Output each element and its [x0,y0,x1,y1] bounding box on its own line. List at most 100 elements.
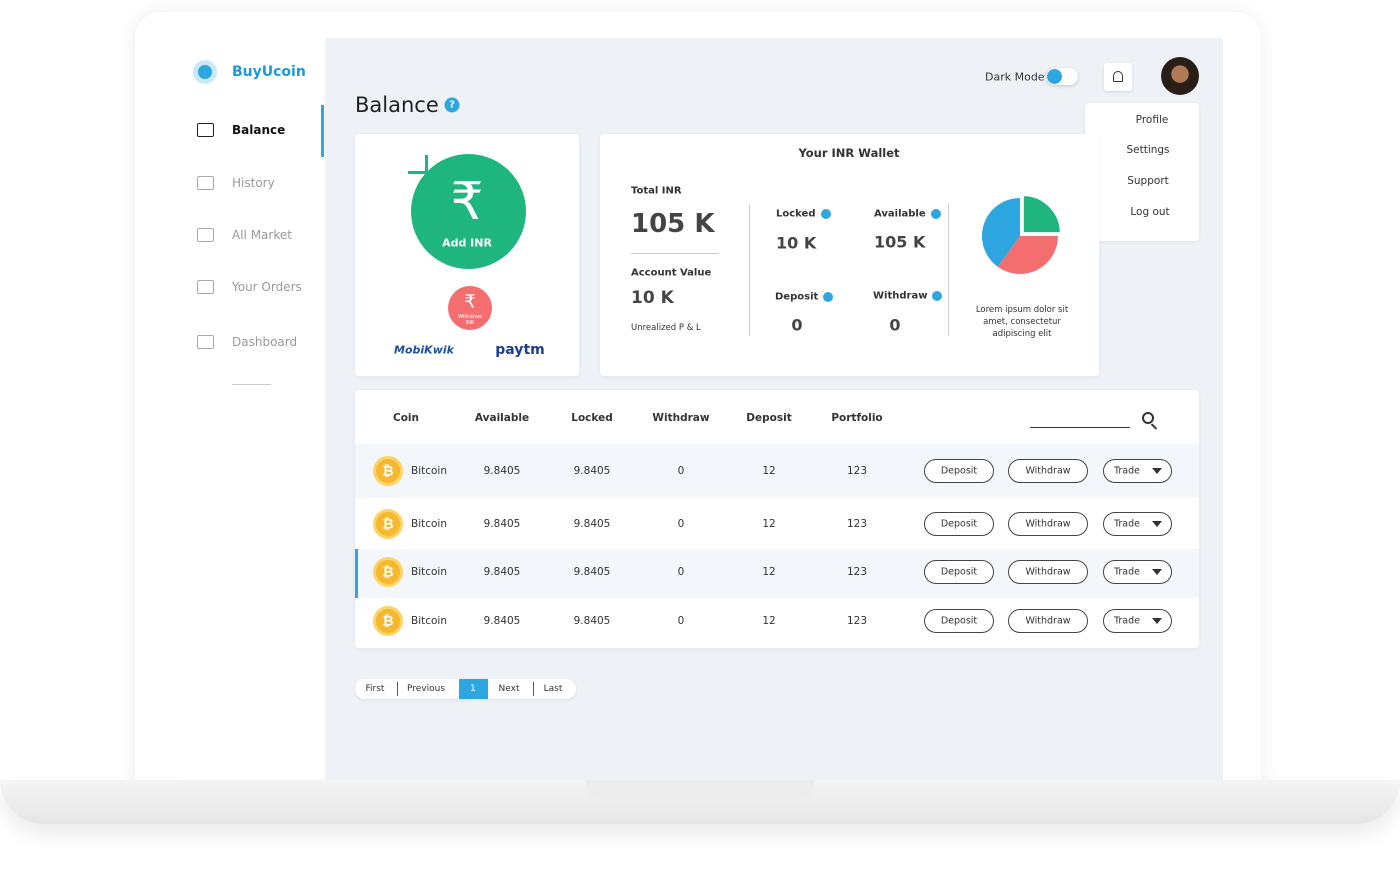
logo-icon [193,60,217,84]
coin-name: Bitcoin [411,566,448,578]
menu-item[interactable]: Profile [1135,114,1169,126]
column-header: Available [474,412,530,424]
dark-mode-label: Dark Mode [985,70,1045,84]
search-icon[interactable] [1142,412,1154,424]
coin-icon [373,606,403,636]
page-title: Balance [355,93,439,117]
cell: 0 [677,566,685,578]
action-button[interactable] [1008,609,1088,633]
info-icon [823,292,833,302]
cell: 12 [762,615,776,627]
dropdown-caret [1152,618,1162,624]
cell: 123 [846,566,868,578]
nav-item[interactable]: All Market [232,228,292,242]
laptop-notch [586,780,814,798]
action-label: Withdraw [1025,566,1071,578]
nav-icon [197,280,214,294]
info-icon [931,209,941,219]
nav-item[interactable]: Your Orders [232,280,302,294]
nav-icon [197,228,214,242]
menu-card [1085,103,1199,241]
locked-label: Locked [776,208,816,220]
coin-symbol: ₿ [382,564,394,581]
nav-item[interactable]: History [232,176,275,190]
cell: 9.8405 [483,518,521,530]
column-header: Deposit [746,412,792,424]
total-inr-value: 105 K [631,209,715,239]
action-button[interactable] [1008,459,1088,483]
deposit-value: 0 [791,315,803,335]
available-value: 105 K [874,232,926,252]
nav-item[interactable]: Dashboard [232,335,298,349]
page-link[interactable]: First [365,684,385,694]
divider [232,384,271,385]
sidebar [180,38,324,780]
action-label: Trade [1113,566,1141,578]
cell: 12 [762,518,776,530]
info-icon [932,291,942,301]
nav-icon [197,335,214,349]
sep [631,253,719,254]
cell: 9.8405 [483,465,521,477]
nav-icon [197,176,214,190]
coin-icon [373,456,403,486]
nav-icon [197,123,214,137]
avatar[interactable] [1161,57,1199,95]
action-button[interactable] [1008,560,1088,584]
withdraw-inr-label: Withdraw INR [458,314,482,326]
coin-symbol: ₿ [382,613,394,630]
add-inr-label: Add INR [442,236,492,250]
coin-icon [373,509,403,539]
action-label: Trade [1113,465,1141,477]
action-button[interactable] [924,560,994,584]
paytm-logo[interactable]: paytm [495,342,545,358]
page-active[interactable] [459,679,488,699]
unrealized-label: Unrealized P & L [631,323,701,333]
dropdown-caret [1152,468,1162,474]
rupee-symbol: ₹ [450,172,484,232]
cell: 0 [677,518,685,530]
mobikwik-logo[interactable]: MobiKwik [394,343,454,357]
action-label: Deposit [940,518,978,530]
column-header: Portfolio [831,412,883,424]
total-inr-label: Total INR [631,185,682,197]
coin-icon [373,557,403,587]
page-link[interactable]: Previous [406,684,446,694]
action-button[interactable] [1008,512,1088,536]
coin-symbol: ₿ [382,516,394,533]
page-link[interactable]: Last [543,684,563,694]
action-label: Trade [1113,615,1141,627]
action-label: Deposit [940,465,978,477]
withdraw-inr-button[interactable] [448,286,492,330]
locked-value: 10 K [776,233,817,253]
cell: 0 [677,465,685,477]
withdraw-label: Withdraw [873,290,928,302]
cell: 123 [846,615,868,627]
page-sep [533,682,534,696]
nav-item[interactable]: Balance [232,123,286,137]
page-link[interactable]: 1 [470,684,476,694]
coin-symbol: ₿ [382,463,394,480]
cell: 9.8405 [573,566,611,578]
brand: BuyUcoin [232,64,306,80]
menu-item[interactable]: Support [1127,175,1169,187]
action-button[interactable] [924,609,994,633]
coin-name: Bitcoin [411,615,448,627]
vsep [948,204,949,336]
cell: 12 [762,465,776,477]
action-button[interactable] [924,512,994,536]
toggle-knob [1047,69,1062,84]
column-header: Withdraw [652,412,710,424]
action-button[interactable] [924,459,994,483]
action-label: Trade [1113,518,1141,530]
cell: 9.8405 [483,566,521,578]
cell: 123 [846,465,868,477]
cell: 9.8405 [573,615,611,627]
page-link[interactable]: Next [498,684,520,694]
coin-name: Bitcoin [411,518,448,530]
action-label: Deposit [940,566,978,578]
menu-item[interactable]: Log out [1130,206,1170,218]
menu-item[interactable]: Settings [1126,144,1170,156]
cell: 9.8405 [573,518,611,530]
available-label: Available [874,208,926,220]
